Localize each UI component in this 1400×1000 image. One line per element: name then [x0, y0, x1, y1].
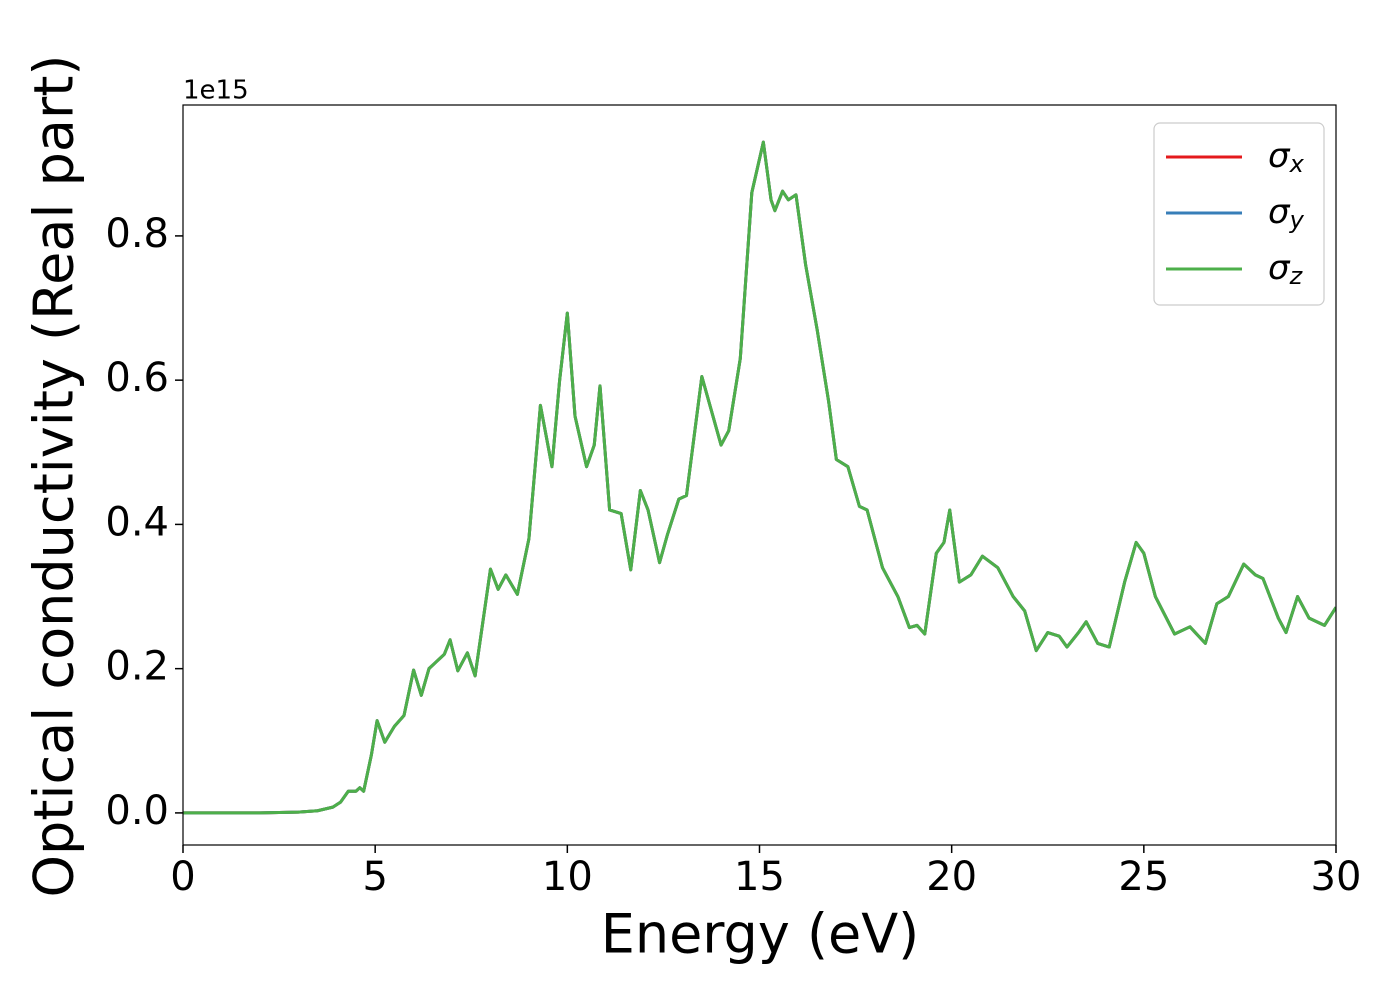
y-tick-label: 0.4 [105, 499, 169, 545]
x-tick-label: 0 [170, 854, 195, 900]
data-line [183, 140, 1336, 815]
plot-frame [182, 104, 1337, 846]
x-tick-label: 25 [1118, 854, 1169, 900]
y-tick-label: 0.8 [105, 211, 169, 257]
x-tick-label: 15 [734, 854, 785, 900]
y-tick-label: 0.6 [105, 355, 169, 401]
x-tick-label: 30 [1311, 854, 1362, 900]
legend-label: σz [1268, 248, 1304, 291]
legend-label: σx [1268, 136, 1305, 179]
legend-label: σy [1268, 192, 1305, 235]
y-tick-label: 0.0 [105, 788, 169, 834]
y-offset-label: 1e15 [183, 76, 249, 106]
x-tick-label: 20 [926, 854, 977, 900]
x-tick-label: 5 [362, 854, 387, 900]
y-axis-label: Optical conductivity (Real part) [23, 55, 86, 898]
x-tick-label: 10 [542, 854, 593, 900]
x-axis-label: Energy (eV) [601, 903, 920, 966]
y-tick-label: 0.2 [105, 644, 169, 690]
